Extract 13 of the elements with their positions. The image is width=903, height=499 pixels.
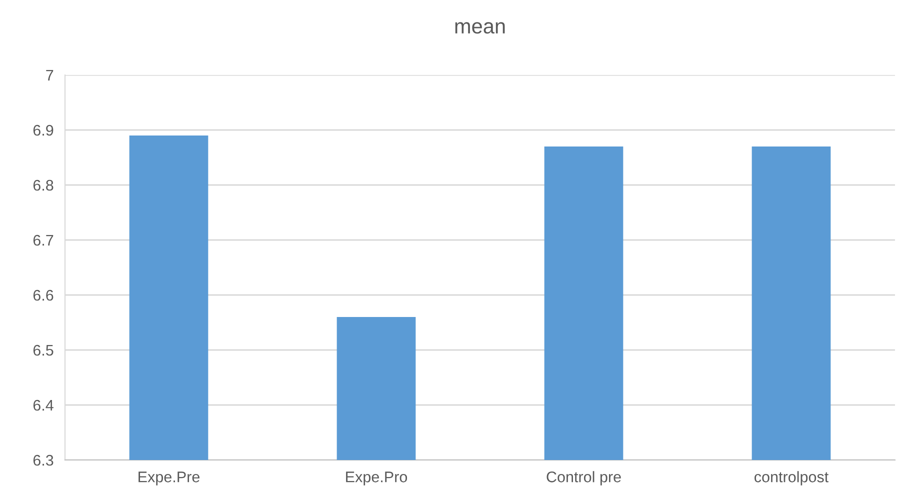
y-tick-label: 6.6	[33, 290, 54, 301]
y-tick-label: 6.5	[33, 344, 54, 356]
y-tick-label: 6.9	[33, 124, 54, 136]
x-tick-label: controlpost	[754, 471, 829, 486]
y-tick-label: 6.4	[33, 400, 54, 411]
x-tick-label: Expe.Pro	[346, 472, 408, 486]
y-tick-label: 6.3	[33, 454, 54, 466]
x-tick-label: Expe.Pre	[138, 472, 200, 486]
x-tick-label: Control pre	[546, 471, 621, 486]
y-tick-label: 6.7	[33, 234, 54, 246]
chart-title: mean	[455, 22, 505, 34]
y-tick-label: 6.8	[33, 180, 54, 191]
y-tick-label: 7	[46, 70, 54, 81]
